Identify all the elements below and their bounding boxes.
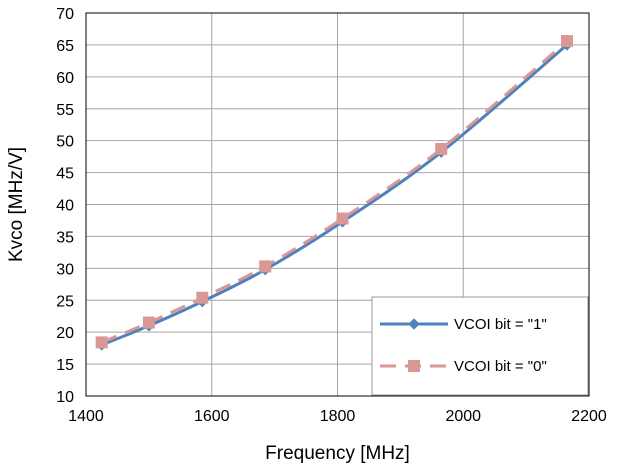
tick-labels: 1400 1600 1800 2000 2200 10 15 20 25 30 35 40 45 50 55… bbox=[56, 6, 607, 425]
y-tick-label: 10 bbox=[56, 389, 74, 406]
x-tick-label: 1800 bbox=[320, 408, 356, 425]
data-point-marker bbox=[196, 291, 209, 304]
grid-lines bbox=[86, 13, 589, 396]
x-tick-label: 1400 bbox=[68, 408, 104, 425]
data-point-marker bbox=[142, 316, 155, 329]
y-tick-label: 35 bbox=[56, 229, 74, 246]
y-tick-label: 20 bbox=[56, 325, 74, 342]
legend-swatch-marker bbox=[408, 318, 420, 330]
data-point-marker bbox=[435, 142, 448, 155]
y-tick-label: 25 bbox=[56, 293, 74, 310]
x-tick-label: 1600 bbox=[194, 408, 230, 425]
y-tick-label: 60 bbox=[56, 70, 74, 87]
legend-swatch-marker bbox=[408, 360, 420, 372]
legend-label: VCOI bit = "1" bbox=[454, 316, 547, 333]
x-tick-label: 2000 bbox=[445, 408, 481, 425]
data-point-marker bbox=[560, 35, 573, 48]
y-tick-label: 55 bbox=[56, 102, 74, 119]
data-point-marker bbox=[95, 336, 108, 349]
legend-entry: VCOI bit = "0" bbox=[380, 358, 547, 375]
y-tick-label: 30 bbox=[56, 261, 74, 278]
y-axis-label: Kvco [MHz/V] bbox=[6, 147, 27, 262]
y-tick-label: 70 bbox=[56, 6, 74, 23]
plot-area-border bbox=[85, 12, 590, 397]
y-tick-label: 15 bbox=[56, 357, 74, 374]
data-point-marker bbox=[336, 212, 349, 225]
legend-box bbox=[371, 296, 589, 396]
x-tick-label: 2200 bbox=[571, 408, 607, 425]
x-axis-label: Frequency [MHz] bbox=[265, 443, 410, 464]
legend: VCOI bit = "1" VCOI bit = "0" bbox=[371, 296, 589, 396]
y-tick-label: 50 bbox=[56, 134, 74, 151]
y-tick-label: 45 bbox=[56, 166, 74, 183]
legend-entry: VCOI bit = "1" bbox=[380, 316, 547, 333]
legend-items: VCOI bit = "1" VCOI bit = "0" bbox=[380, 316, 547, 375]
data-series bbox=[95, 35, 573, 351]
legend-label: VCOI bit = "0" bbox=[454, 358, 547, 375]
series-2 bbox=[95, 35, 573, 349]
data-point-marker bbox=[259, 260, 272, 273]
y-tick-label: 65 bbox=[56, 38, 74, 55]
y-tick-label: 40 bbox=[56, 198, 74, 215]
